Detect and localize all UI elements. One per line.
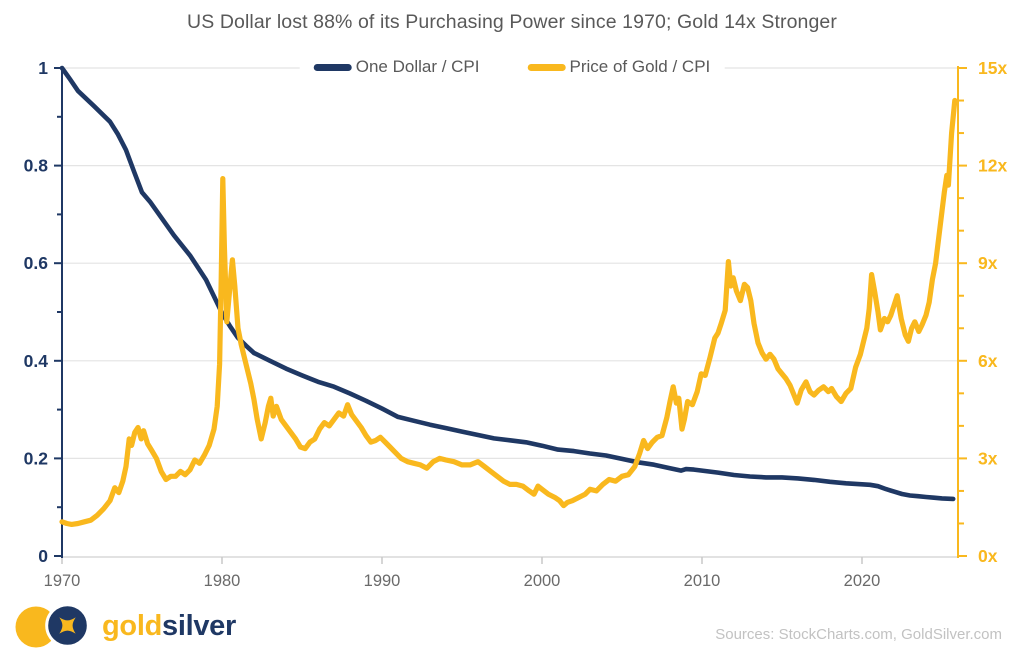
- price-of-gold-cpi-label: Price of Gold / CPI: [569, 57, 711, 76]
- left-axis-tick-label: 0.2: [24, 448, 49, 468]
- right-axis-tick-label: 3x: [978, 448, 998, 468]
- one-dollar-cpi-label: One Dollar / CPI: [355, 57, 480, 76]
- goldsilver-logo: goldsilver: [14, 597, 236, 655]
- x-axis-tick-label: 1970: [44, 572, 81, 590]
- left-axis-tick-label: 1: [38, 58, 48, 78]
- one-dollar-cpi-swatch: [313, 63, 352, 71]
- sources-text: Sources: StockCharts.com, GoldSilver.com: [715, 626, 1002, 643]
- left-axis-tick-label: 0: [38, 546, 48, 566]
- right-axis-tick-label: 6x: [978, 351, 998, 371]
- logo-pinwheel-icon: [59, 617, 76, 634]
- chart-title: US Dollar lost 88% of its Purchasing Pow…: [187, 11, 837, 33]
- right-axis-tick-label: 12x: [978, 156, 1007, 176]
- one-dollar-cpi-line: [59, 65, 956, 502]
- x-axis-tick-label: 2010: [684, 572, 721, 590]
- x-axis-tick-label: 1980: [204, 572, 241, 590]
- x-axis-tick-label: 2020: [844, 572, 881, 590]
- x-axis-tick-label: 2000: [524, 572, 561, 590]
- left-axis-tick-label: 0.8: [24, 156, 49, 176]
- left-axis-tick-label: 0.6: [24, 253, 49, 273]
- x-axis-tick-label: 1990: [364, 572, 401, 590]
- logo-text-gold: gold: [102, 609, 163, 642]
- price-of-gold-cpi-line: [59, 97, 958, 528]
- legend: One Dollar / CPI Price of Gold / CPI: [299, 55, 725, 79]
- legend-item-price-of-gold-cpi: Price of Gold / CPI: [527, 57, 710, 77]
- legend-item-one-dollar-cpi: One Dollar / CPI: [313, 57, 480, 77]
- logo-gold-circle: [15, 606, 57, 648]
- logo-text-silver: silver: [162, 609, 237, 642]
- left-axis-tick-label: 0.4: [24, 351, 49, 371]
- right-axis-tick-label: 9x: [978, 253, 998, 273]
- price-of-gold-cpi-swatch: [527, 63, 566, 71]
- goldsilver-logo-mark: [15, 603, 90, 648]
- goldsilver-logo-text: goldsilver: [102, 609, 237, 642]
- right-axis-tick-label: 0x: [978, 546, 998, 566]
- right-axis-tick-label: 15x: [978, 58, 1007, 78]
